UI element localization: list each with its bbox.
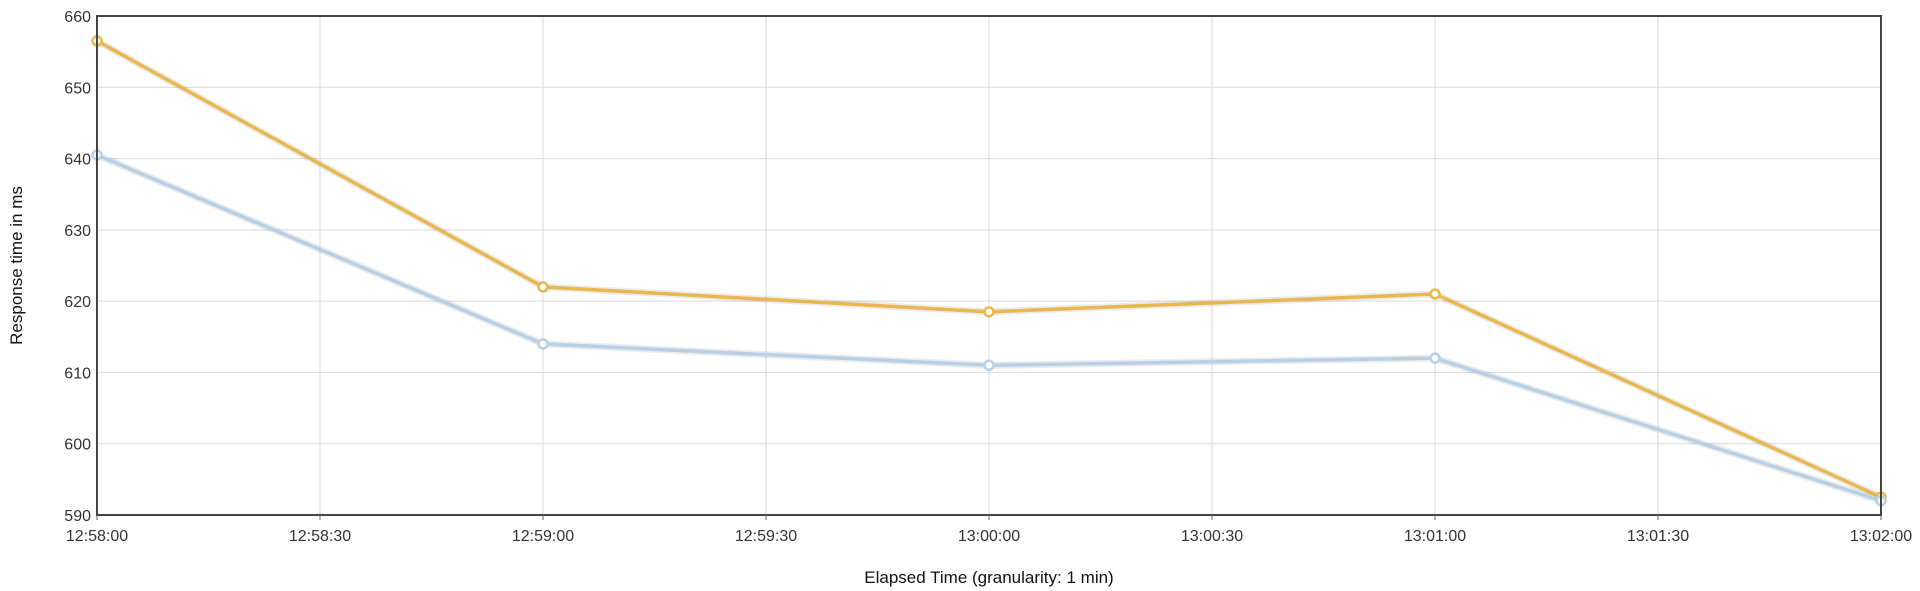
y-tick-label: 650 <box>64 80 91 97</box>
x-axis-title: Elapsed Time (granularity: 1 min) <box>864 568 1113 587</box>
y-tick-label: 610 <box>64 365 91 382</box>
x-tick-label: 13:00:30 <box>1181 528 1243 545</box>
y-axis-ticks: 590 600 610 620 630 640 650 660 <box>64 9 91 525</box>
series-1-point[interactable] <box>1429 288 1441 300</box>
x-tick-label: 13:01:00 <box>1404 528 1466 545</box>
y-tick-label: 590 <box>64 508 91 525</box>
x-tick-label: 12:58:30 <box>289 528 351 545</box>
series-2-point[interactable] <box>983 359 995 372</box>
y-tick-label: 600 <box>64 437 91 454</box>
x-tick-label: 13:00:00 <box>958 528 1020 545</box>
y-tick-label: 620 <box>64 294 91 311</box>
series-layer <box>91 35 1887 507</box>
x-tick-label: 12:59:00 <box>512 528 574 545</box>
series-2-point[interactable] <box>537 338 549 350</box>
x-tick-label: 12:58:00 <box>66 528 128 545</box>
x-tick-label: 13:01:30 <box>1627 528 1689 545</box>
series-1-point[interactable] <box>983 306 995 318</box>
x-axis-ticks: 12:58:00 12:58:30 12:59:00 12:59:30 13:00:00… <box>66 515 1912 545</box>
x-tick-label: 12:59:30 <box>735 528 797 545</box>
y-tick-label: 640 <box>64 152 91 169</box>
x-tick-label: 13:02:00 <box>1850 528 1912 545</box>
series-2-point[interactable] <box>1429 352 1441 364</box>
series-1-point[interactable] <box>537 281 549 293</box>
y-tick-label: 630 <box>64 223 91 240</box>
y-axis-title: Response time in ms <box>7 186 26 345</box>
y-tick-label: 660 <box>64 9 91 26</box>
